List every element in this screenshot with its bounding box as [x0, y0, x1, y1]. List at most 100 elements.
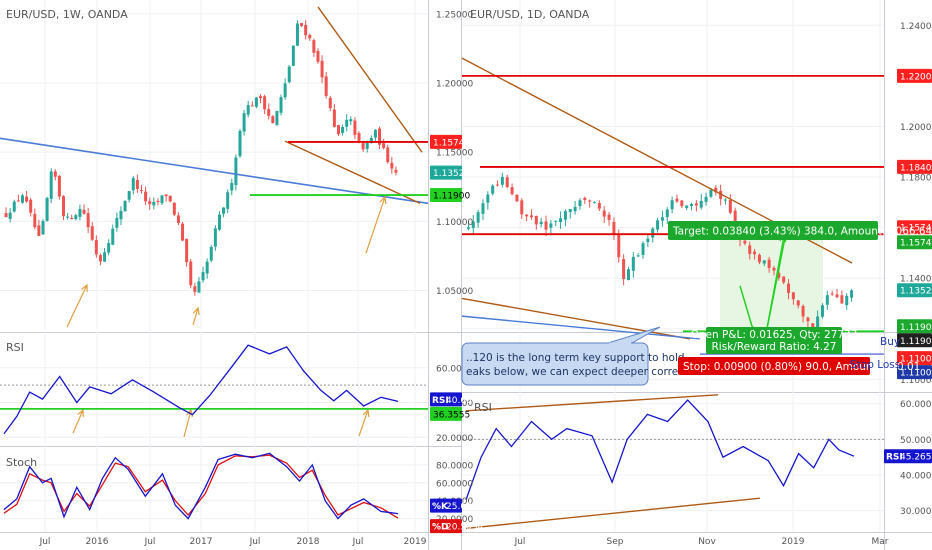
- daily-candle: [680, 200, 684, 207]
- weekly-candle: [300, 23, 304, 26]
- daily-candle: [588, 200, 592, 202]
- daily-candle: [525, 214, 529, 217]
- stop-text: Stop: 0.00900 (0.80%) 90.0, Amount: 750.…: [683, 361, 920, 373]
- rsi-arrow-head: [77, 408, 84, 418]
- right-price-y-tick: 1.14000: [900, 275, 932, 285]
- weekly-candle: [185, 238, 189, 263]
- daily-candle: [796, 300, 800, 306]
- weekly-candle: [349, 119, 353, 122]
- left-rsi-y-tick: 60.0000: [436, 364, 473, 374]
- right-chart-title: EUR/USD, 1D, OANDA: [470, 8, 590, 21]
- right-rsi-y-tick: 40.0000: [900, 471, 932, 481]
- rsi-arrow-head: [362, 408, 370, 418]
- daily-candle: [476, 212, 480, 223]
- left-rsi-line: [3, 344, 399, 435]
- daily-candle: [563, 211, 567, 220]
- weekly-candle: [189, 261, 193, 286]
- weekly-candle: [312, 40, 316, 53]
- weekly-candle: [66, 216, 70, 218]
- weekly-candle: [20, 195, 24, 203]
- weekly-candle: [86, 213, 90, 228]
- left-chart-title: EUR/USD, 1W, OANDA: [6, 8, 128, 21]
- brown-support-line[interactable]: [284, 140, 421, 204]
- daily-candle: [699, 200, 703, 208]
- right-x-tick: 2019: [782, 537, 805, 547]
- weekly-candle: [156, 201, 160, 203]
- annotation-callout[interactable]: ..120 is the long term key support to ho…: [461, 326, 704, 386]
- brown-resistance-line[interactable]: [317, 6, 423, 153]
- daily-candle: [641, 243, 645, 255]
- target-label[interactable]: Target: 0.03840 (3.43%) 384.0, Amount: 2…: [668, 221, 932, 240]
- left-rsi-label: RSI: [6, 341, 24, 354]
- daily-candle: [486, 194, 490, 203]
- weekly-candle: [328, 97, 332, 109]
- weekly-candle: [201, 272, 205, 281]
- open-pl-label[interactable]: Open P&L: 0.01625, Qty: 27777 Risk/Rewar…: [691, 327, 858, 354]
- annotation-line-2: eaks below, we can expect deeper correct…: [466, 366, 704, 378]
- weekly-candle: [90, 226, 94, 240]
- weekly-candle: [152, 201, 156, 206]
- right-badge-1-15740-green-text: 1.15740: [900, 239, 932, 249]
- right-badge-1-11900-green-text: 1.11900: [900, 323, 932, 333]
- daily-candle: [772, 267, 776, 271]
- weekly-candle: [181, 223, 185, 241]
- weekly-candle: [378, 128, 382, 145]
- weekly-candle: [324, 76, 328, 96]
- stoch-d-badge: [430, 519, 462, 534]
- daily-candle: [728, 200, 732, 213]
- daily-candle: [830, 293, 834, 295]
- stoch-d-badge-prefix: %D: [432, 523, 449, 533]
- weekly-candle: [394, 169, 398, 173]
- weekly-candle: [164, 194, 168, 197]
- right-rsi-y-tick: 30.0000: [900, 507, 932, 517]
- weekly-candle: [320, 60, 324, 78]
- right-badge-1-18400: [897, 159, 932, 174]
- daily-candle: [500, 176, 504, 185]
- weekly-candle: [29, 199, 33, 213]
- weekly-candle: [357, 133, 361, 142]
- left-rsi-badge-text: 40.6640: [446, 396, 483, 406]
- right-badge-1-11900-black: [897, 333, 932, 348]
- stop-label[interactable]: Stop: 0.00900 (0.80%) 90.0, Amount: 750.…: [678, 357, 920, 375]
- weekly-candle: [275, 110, 279, 125]
- right-rsi-y-tick: 50.0000: [900, 436, 932, 446]
- right-badge-1-18400-text: 1.18400: [900, 163, 932, 173]
- weekly-candle: [49, 171, 53, 199]
- left-badge-1-13525: [430, 165, 462, 180]
- left-x-tick: 2018: [297, 537, 320, 547]
- weekly-candle: [135, 179, 139, 189]
- weekly-candle: [287, 66, 291, 83]
- rsi-brown-lower[interactable]: [465, 497, 761, 530]
- weekly-candle: [123, 200, 127, 212]
- blue-trendline[interactable]: [0, 137, 429, 205]
- weekly-candle: [8, 212, 12, 219]
- daily-candle: [529, 215, 533, 218]
- right-badge-1-15740-red: [897, 220, 932, 235]
- stoch-d-line: [3, 454, 399, 519]
- stoch-d-badge-text: 20.5034: [446, 523, 483, 533]
- rsi-arrow: [183, 409, 192, 438]
- daily-candle: [845, 295, 849, 306]
- weekly-candle: [176, 215, 180, 223]
- weekly-candle: [139, 190, 143, 192]
- left-price-y-tick: 1.25000: [436, 10, 473, 20]
- daily-blue-support[interactable]: [461, 315, 701, 340]
- right-badge-1-22000-text: 1.22000: [900, 72, 932, 82]
- daily-candle: [534, 215, 538, 225]
- weekly-candle: [74, 215, 78, 220]
- daily-candle: [825, 295, 829, 305]
- weekly-candle: [279, 97, 283, 113]
- right-badge-1-22000: [897, 68, 932, 83]
- daily-candle: [636, 255, 640, 257]
- daily-candle: [646, 238, 650, 243]
- left-rsi-badge: [430, 392, 462, 407]
- right-badge-1-11900-green: [897, 319, 932, 334]
- daily-candle: [694, 203, 698, 206]
- daily-candle: [748, 245, 752, 254]
- right-badge-1-13525-text: 1.13525: [900, 287, 932, 297]
- weekly-candle: [41, 221, 45, 235]
- target-text: Target: 0.03840 (3.43%) 384.0, Amount: 2…: [672, 226, 932, 238]
- weekly-candle: [131, 178, 135, 191]
- rsi-brown-upper[interactable]: [465, 394, 719, 412]
